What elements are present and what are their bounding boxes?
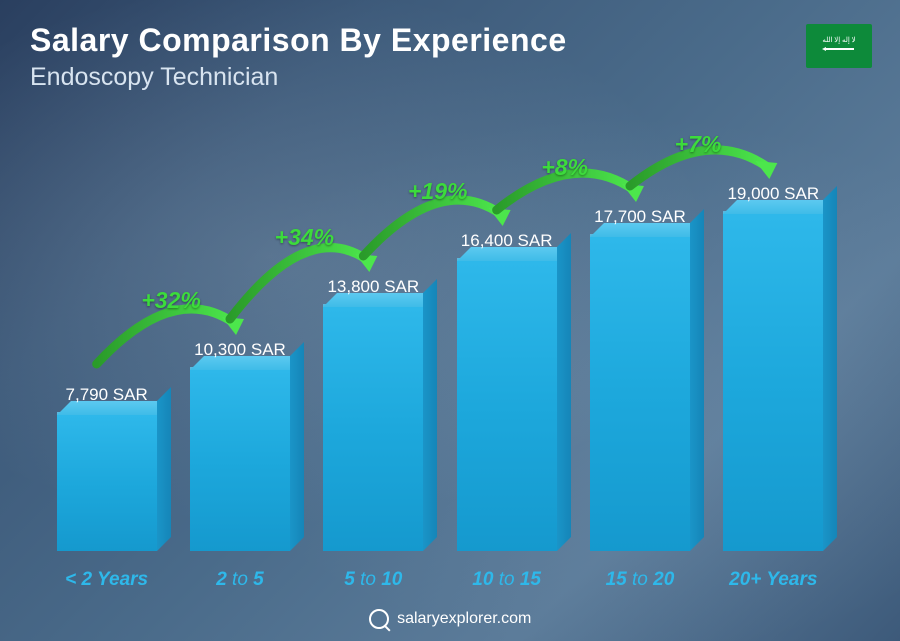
x-axis-label: 5 to 10 [313,569,433,591]
page-subtitle: Endoscopy Technician [30,63,567,92]
increase-arrow [40,121,840,551]
chart-header: Salary Comparison By Experience Endoscop… [30,22,567,92]
x-axis-label: < 2 Years [47,569,167,591]
x-axis-label: 2 to 5 [180,569,300,591]
x-axis-label: 20+ Years [713,569,833,591]
salary-chart: 7,790 SAR10,300 SAR13,800 SAR16,400 SAR1… [40,121,840,551]
flag-emblem: لا إله إلا الله [814,32,864,60]
page-title: Salary Comparison By Experience [30,22,567,59]
x-axis-labels: < 2 Years 2 to 5 5 to 10 10 to 15 15 to 20 20… [40,569,840,591]
footer-text: salaryexplorer.com [397,610,531,627]
svg-text:لا إله إلا الله: لا إله إلا الله [822,36,855,44]
x-axis-label: 10 to 15 [447,569,567,591]
percent-increase-label: +7% [675,131,722,158]
x-axis-label: 15 to 20 [580,569,700,591]
country-flag: لا إله إلا الله [806,24,872,68]
magnifier-icon [369,609,389,629]
footer-attribution: salaryexplorer.com [0,609,900,629]
